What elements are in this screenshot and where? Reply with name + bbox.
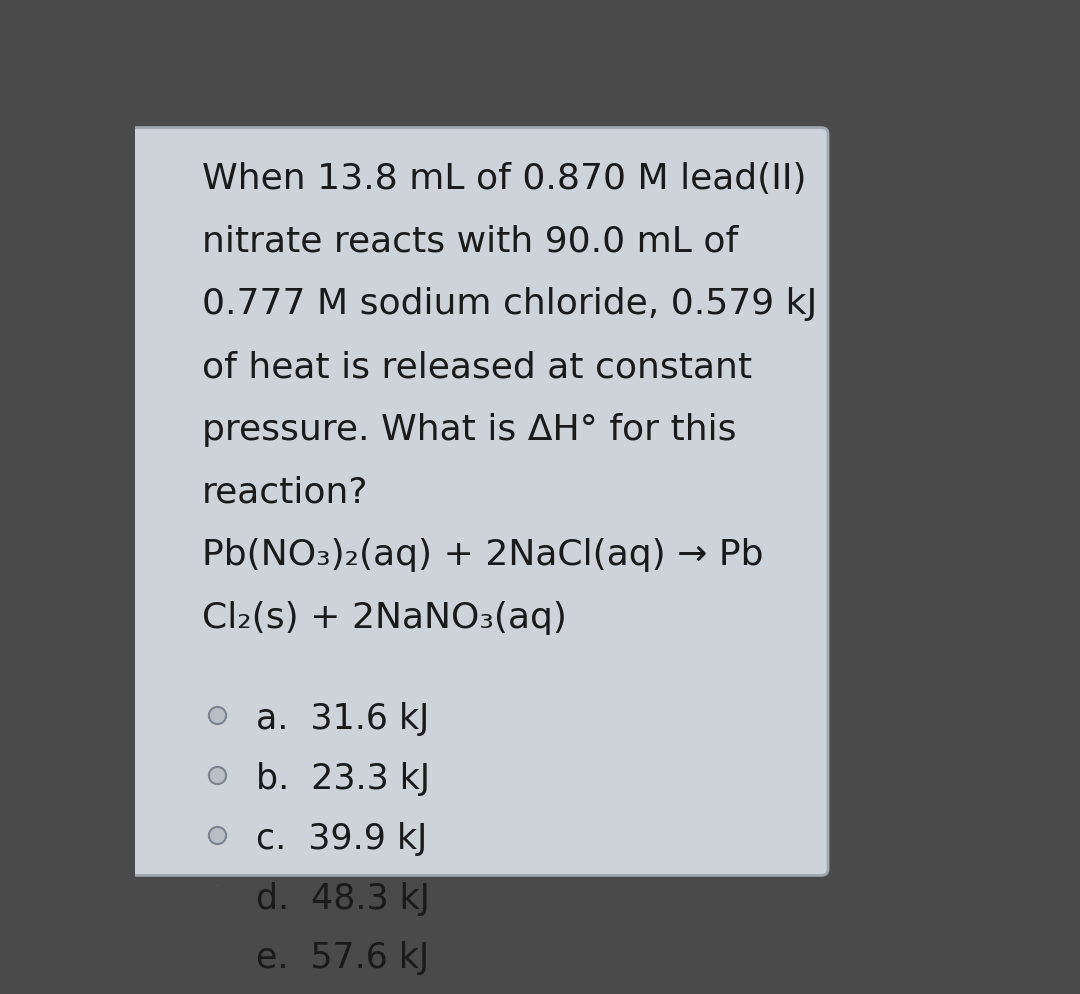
Point	[208, 887, 226, 903]
Text: e.  57.6 kJ: e. 57.6 kJ	[256, 940, 430, 974]
Text: reaction?: reaction?	[202, 475, 368, 509]
Text: When 13.8 mL of 0.870 M lead(II): When 13.8 mL of 0.870 M lead(II)	[202, 161, 807, 196]
Text: a.  31.6 kJ: a. 31.6 kJ	[256, 702, 430, 736]
Text: Cl₂(s) + 2NaNO₃(aq): Cl₂(s) + 2NaNO₃(aq)	[202, 600, 567, 635]
Point	[208, 946, 226, 962]
Text: Pb(NO₃)₂(aq) + 2NaCl(aq) → Pb: Pb(NO₃)₂(aq) + 2NaCl(aq) → Pb	[202, 538, 764, 572]
Point	[208, 767, 226, 783]
Text: of heat is released at constant: of heat is released at constant	[202, 350, 752, 384]
Point	[208, 827, 226, 843]
Text: b.  23.3 kJ: b. 23.3 kJ	[256, 761, 430, 795]
Point	[208, 708, 226, 724]
Text: pressure. What is ΔH° for this: pressure. What is ΔH° for this	[202, 413, 737, 446]
Text: 0.777 M sodium chloride, 0.579 kJ: 0.777 M sodium chloride, 0.579 kJ	[202, 287, 818, 321]
Text: c.  39.9 kJ: c. 39.9 kJ	[256, 821, 428, 855]
FancyBboxPatch shape	[129, 128, 828, 876]
Text: d.  48.3 kJ: d. 48.3 kJ	[256, 881, 430, 914]
Text: nitrate reacts with 90.0 mL of: nitrate reacts with 90.0 mL of	[202, 224, 739, 258]
